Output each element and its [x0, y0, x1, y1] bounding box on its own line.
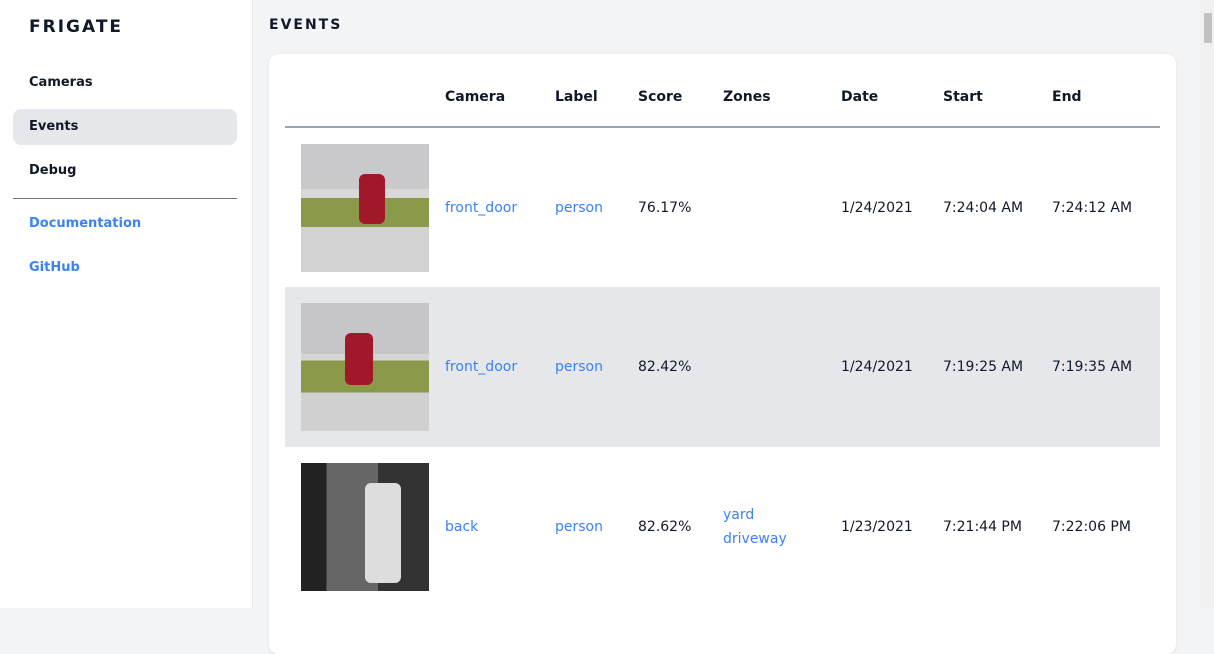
- zones: [723, 287, 841, 447]
- score: 76.17%: [638, 199, 692, 216]
- start-time: 7:24:04 AM: [943, 199, 1024, 216]
- event-thumbnail[interactable]: [301, 143, 429, 272]
- table-row[interactable]: front_door person 82.42% 1/24/2021 7:19:…: [285, 287, 1160, 447]
- date: 1/23/2021: [841, 519, 913, 535]
- end-time: 7:22:06 PM: [1052, 519, 1131, 535]
- start-time: 7:21:44 PM: [943, 519, 1022, 535]
- event-thumbnail[interactable]: [301, 303, 429, 431]
- sidebar-divider: [13, 198, 237, 199]
- page-title: EVENTS: [269, 17, 343, 33]
- zones: [723, 127, 841, 287]
- table-header: Camera Label Score Zones Date Start End: [285, 54, 1160, 128]
- column-header-end: End: [1052, 54, 1160, 128]
- column-header-camera: Camera: [445, 54, 555, 128]
- score: 82.62%: [638, 519, 692, 535]
- sidebar-link-documentation[interactable]: Documentation: [29, 216, 142, 231]
- column-header-date: Date: [841, 54, 943, 128]
- score: 82.42%: [638, 287, 723, 447]
- scrollbar[interactable]: [1200, 0, 1214, 608]
- table-row[interactable]: front_door person 76.17% 1/24/2021 7:24:…: [285, 127, 1160, 287]
- events-card: Camera Label Score Zones Date Start End …: [269, 54, 1176, 654]
- camera-link[interactable]: front_door: [445, 287, 555, 447]
- column-header-score: Score: [638, 54, 723, 128]
- sidebar-item-events[interactable]: Events: [13, 109, 237, 145]
- sidebar: FRIGATE Cameras Events Debug Documentati…: [0, 0, 253, 608]
- column-header-zones: Zones: [723, 54, 841, 128]
- camera-link[interactable]: back: [445, 519, 479, 535]
- column-header-thumbnail: [285, 54, 445, 128]
- zone-link-driveway[interactable]: driveway: [723, 531, 787, 547]
- column-header-start: Start: [943, 54, 1052, 128]
- label-link[interactable]: person: [555, 519, 603, 535]
- end-time: 7:24:12 AM: [1052, 199, 1133, 216]
- label-link[interactable]: person: [555, 287, 638, 447]
- sidebar-link-github[interactable]: GitHub: [29, 260, 80, 275]
- events-table: Camera Label Score Zones Date Start End …: [285, 54, 1160, 607]
- camera-link[interactable]: front_door: [445, 199, 518, 216]
- sidebar-item-cameras[interactable]: Cameras: [29, 75, 93, 90]
- start-time: 7:19:25 AM: [943, 287, 1052, 447]
- scrollbar-thumb[interactable]: [1204, 13, 1212, 43]
- event-thumbnail[interactable]: [301, 463, 429, 591]
- brand-logo[interactable]: FRIGATE: [29, 17, 124, 37]
- date: 1/24/2021: [841, 287, 943, 447]
- column-header-label: Label: [555, 54, 638, 128]
- label-link[interactable]: person: [555, 199, 603, 216]
- zone-link-yard[interactable]: yard: [723, 507, 755, 523]
- sidebar-item-debug[interactable]: Debug: [29, 163, 77, 178]
- zones: yard driveway: [723, 447, 841, 607]
- date: 1/24/2021: [841, 199, 913, 216]
- end-time: 7:19:35 AM: [1052, 287, 1160, 447]
- table-row[interactable]: back person 82.62% yard driveway 1/23/202…: [285, 447, 1160, 607]
